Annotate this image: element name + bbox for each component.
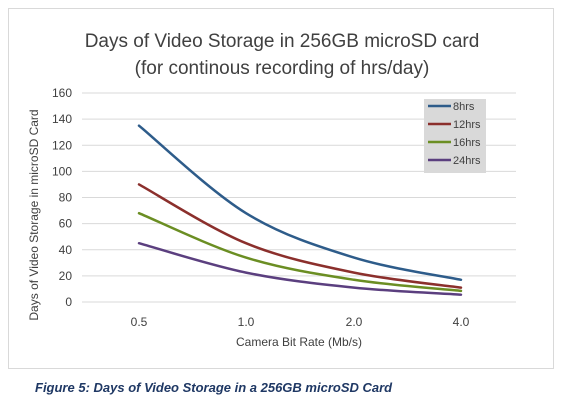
series-line-16hrs xyxy=(137,211,463,293)
series-line-8hrs xyxy=(137,124,463,282)
y-tick-label: 60 xyxy=(59,217,73,231)
series-line-12hrs xyxy=(137,183,463,289)
chart-title-line-1: Days of Video Storage in 256GB microSD c… xyxy=(85,31,480,52)
series-line-24hrs xyxy=(137,241,463,296)
chart-title: Days of Video Storage in 256GB microSD c… xyxy=(85,31,480,79)
x-tick-labels: 0.5 1.0 2.0 4.0 xyxy=(131,315,470,329)
legend-label: 12hrs xyxy=(453,119,481,131)
series-lines xyxy=(137,124,463,296)
legend-label: 8hrs xyxy=(453,101,475,113)
x-tick-label: 1.0 xyxy=(238,315,255,329)
figure-caption: Figure 5: Days of Video Storage in a 256… xyxy=(35,380,393,395)
y-tick-label: 20 xyxy=(59,269,73,283)
chart-frame xyxy=(8,8,554,369)
line-chart: Days of Video Storage in 256GB microSD c… xyxy=(27,31,516,349)
y-tick-label: 40 xyxy=(59,243,73,257)
chart-title-line-2: (for continous recording of hrs/day) xyxy=(135,58,430,79)
x-tick-label: 4.0 xyxy=(453,315,470,329)
y-axis-title: Days of Video Storage in microSD Card xyxy=(27,109,41,320)
y-tick-label: 80 xyxy=(59,191,73,205)
y-tick-label: 160 xyxy=(52,86,72,100)
legend-label: 16hrs xyxy=(453,137,481,149)
y-tick-label: 100 xyxy=(52,164,72,178)
x-tick-label: 0.5 xyxy=(131,315,148,329)
legend: 8hrs 12hrs 16hrs 24hrs xyxy=(424,99,486,173)
x-tick-label: 2.0 xyxy=(346,315,363,329)
y-tick-label: 140 xyxy=(52,112,72,126)
y-tick-label: 0 xyxy=(65,295,72,309)
y-tick-labels: 0 20 40 60 80 100 120 140 160 xyxy=(52,86,72,309)
y-tick-label: 120 xyxy=(52,138,72,152)
legend-label: 24hrs xyxy=(453,155,481,167)
x-axis-title: Camera Bit Rate (Mb/s) xyxy=(236,335,362,349)
